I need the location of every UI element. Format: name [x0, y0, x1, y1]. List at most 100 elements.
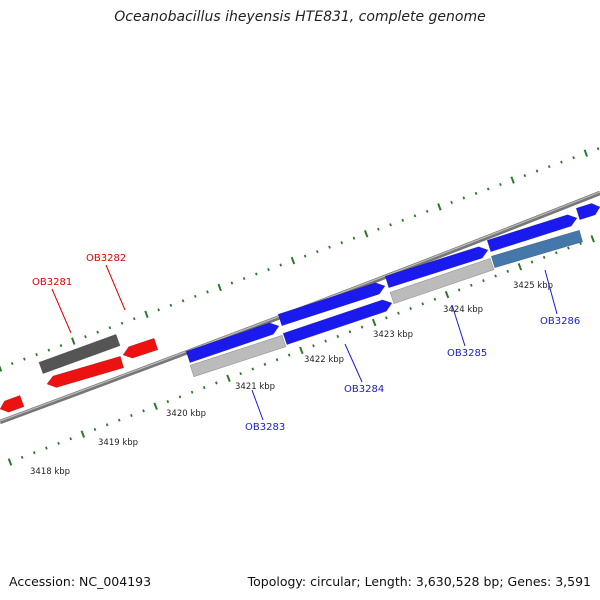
gene-forward-a: [277, 282, 386, 327]
ruler-tick: [132, 317, 136, 321]
gene-forward-ob3283-region: [185, 322, 280, 364]
ruler-tick: [35, 353, 38, 357]
ruler-tick: [560, 160, 563, 164]
ruler-tick: [385, 316, 388, 320]
ruler-tick: [242, 276, 246, 281]
ruler-tick: [0, 365, 3, 372]
ruler-tick: [279, 263, 283, 267]
gene-leader-line: [251, 389, 264, 421]
gene-label: OB3285: [447, 348, 487, 359]
ruler-tick: [596, 147, 600, 151]
ruler-tick: [157, 308, 160, 312]
ruler-tick: [324, 339, 327, 343]
gene-other-ob3283: [189, 334, 287, 378]
ruler-tick: [413, 214, 417, 218]
ruler-tick: [409, 307, 412, 311]
gene-label: OB3283: [245, 422, 285, 433]
accession-label: Accession: NC_004193: [9, 574, 152, 589]
gene-ob3286: [490, 229, 584, 269]
ruler-tick: [437, 203, 442, 211]
ruler-tick: [457, 288, 461, 292]
ruler-tick: [535, 169, 539, 173]
ruler-tick: [275, 358, 279, 362]
ruler-tick: [444, 290, 450, 299]
gene-forward-ob3284: [282, 299, 393, 346]
ruler-tick: [316, 250, 319, 254]
ruler-tick: [32, 451, 36, 455]
ruler-label: 3422 kbp: [304, 355, 344, 365]
gene-leader-line: [544, 269, 558, 315]
ruler-tick: [499, 182, 502, 187]
ruler-tick: [202, 386, 206, 390]
ruler-tick: [255, 272, 258, 276]
ruler-tick: [401, 218, 405, 222]
ruler-tick: [120, 321, 124, 325]
gene-leader-line: [344, 343, 363, 383]
gene-ob3281: [38, 333, 121, 375]
ruler-tick: [303, 254, 307, 258]
ruler-tick: [377, 227, 380, 231]
ruler-tick: [169, 303, 173, 307]
ruler-tick: [71, 337, 76, 345]
gene-forward-b: [384, 246, 489, 289]
outer-tick-ring: [0, 147, 600, 372]
page-title: Oceanobacillus iheyensis HTE831, complet…: [114, 9, 486, 25]
ruler-tick: [267, 268, 270, 272]
ruler-tick: [130, 413, 133, 418]
ruler-tick: [421, 302, 425, 306]
ruler-tick: [371, 318, 377, 327]
ruler-tick: [239, 372, 242, 376]
gene-reverse-edge: [0, 394, 25, 413]
ruler-tick: [360, 325, 364, 329]
ruler-tick: [217, 283, 222, 292]
ruler-tick: [10, 361, 14, 366]
ruler-tick: [144, 310, 149, 319]
ruler-tick: [45, 446, 48, 450]
ruler-label: 3424 kbp: [443, 305, 483, 315]
gene-leader-line: [451, 304, 466, 347]
ruler-tick: [84, 335, 87, 339]
ruler-labels: 3418 kbp 3419 kbp 3420 kbp 3421 kbp 3422 kbp…: [30, 281, 553, 477]
ruler-tick: [47, 348, 51, 352]
ruler-tick: [190, 390, 194, 394]
gene-forward-d: [575, 203, 600, 221]
ruler-label: 3423 kbp: [373, 330, 413, 340]
gene-labels: OB3281 OB3282 OB3283 OB3284 OB3285 OB3286: [32, 253, 580, 433]
ruler-label: 3418 kbp: [30, 467, 70, 477]
ruler-tick: [583, 149, 589, 157]
ruler-tick: [59, 344, 63, 348]
gene-leader-line: [105, 264, 126, 311]
gene-label: OB3286: [540, 316, 580, 327]
ruler-label: 3425 kbp: [513, 281, 553, 291]
ruler-tick: [226, 374, 231, 383]
ruler-tick: [299, 346, 304, 355]
ruler-tick: [69, 437, 73, 441]
ruler-tick: [425, 209, 429, 213]
ruler-tick: [554, 251, 558, 255]
ruler-tick: [547, 165, 551, 169]
ruler-tick: [290, 256, 296, 265]
ruler-tick: [96, 330, 99, 334]
ruler-tick: [542, 255, 546, 259]
ruler-tick: [433, 297, 437, 301]
ruler-tick: [494, 274, 497, 278]
ruler-label: 3420 kbp: [166, 409, 206, 419]
ruler-tick: [80, 430, 86, 438]
ruler-tick: [263, 362, 267, 366]
ruler-tick: [142, 409, 145, 413]
ruler-tick: [153, 402, 158, 410]
ruler-tick: [20, 455, 24, 459]
ruler-tick: [328, 245, 331, 249]
ruler-tick: [397, 311, 400, 315]
ruler-tick: [579, 241, 582, 245]
ruler-tick: [312, 344, 315, 348]
ruler-tick: [206, 290, 209, 294]
ruler-tick: [572, 156, 575, 160]
ruler-tick: [363, 230, 369, 238]
gene-features: [0, 203, 600, 413]
gene-label: OB3284: [344, 384, 384, 395]
ruler-tick: [340, 241, 344, 245]
ruler-tick: [590, 235, 595, 243]
ruler-tick: [193, 294, 197, 298]
